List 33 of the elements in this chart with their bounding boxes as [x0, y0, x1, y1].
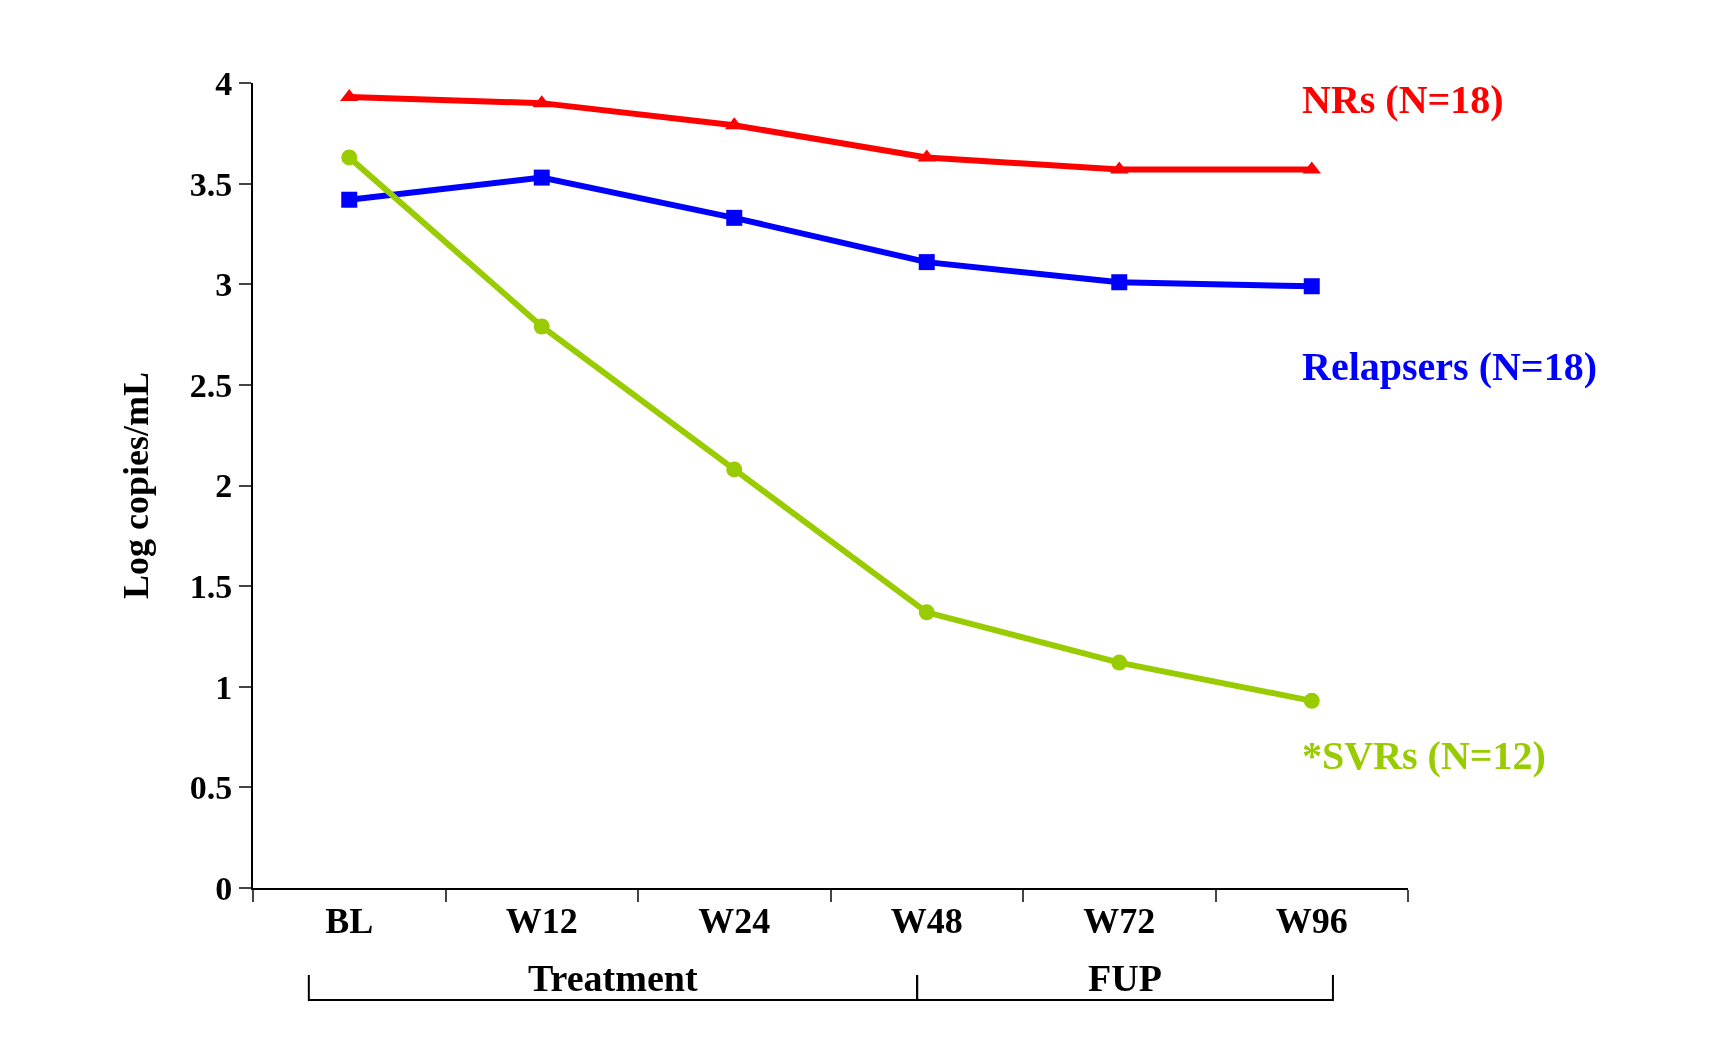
x-tick-label: W24 [698, 901, 771, 942]
y-tick-label: 3 [215, 266, 233, 304]
text: FUP [1088, 957, 1162, 999]
point [726, 461, 743, 478]
point [918, 604, 935, 621]
y-tick-label: 1 [215, 668, 233, 706]
point [533, 318, 550, 335]
y-tick-label: 1.5 [189, 568, 233, 606]
point [341, 149, 358, 166]
point [1303, 692, 1320, 709]
y-tick-label: 0 [215, 869, 233, 907]
y-tick-label: 3.5 [189, 165, 233, 203]
point [726, 209, 743, 226]
y-tick-label: 2 [215, 467, 233, 505]
series-label: NRs (N=18) [1302, 77, 1504, 122]
text: Treatment [528, 957, 698, 999]
point [1111, 274, 1128, 291]
series-label: *SVRs (N=12) [1302, 733, 1546, 778]
point [533, 169, 550, 186]
point [918, 254, 935, 271]
x-tick-label: W72 [1083, 901, 1156, 942]
point [1111, 654, 1128, 671]
y-axis-title: Log copies/mL [116, 371, 157, 600]
x-tick-label: W48 [890, 901, 963, 942]
x-tick-label: BL [325, 901, 374, 942]
y-tick-label: 0.5 [189, 769, 233, 807]
point [341, 191, 358, 208]
y-tick-label: 4 [215, 64, 233, 102]
x-tick-label: W96 [1275, 901, 1348, 942]
x-tick-label: W12 [505, 901, 578, 942]
point [1303, 278, 1320, 295]
series-label: Relapsers (N=18) [1302, 344, 1597, 389]
y-tick-label: 2.5 [189, 366, 233, 404]
